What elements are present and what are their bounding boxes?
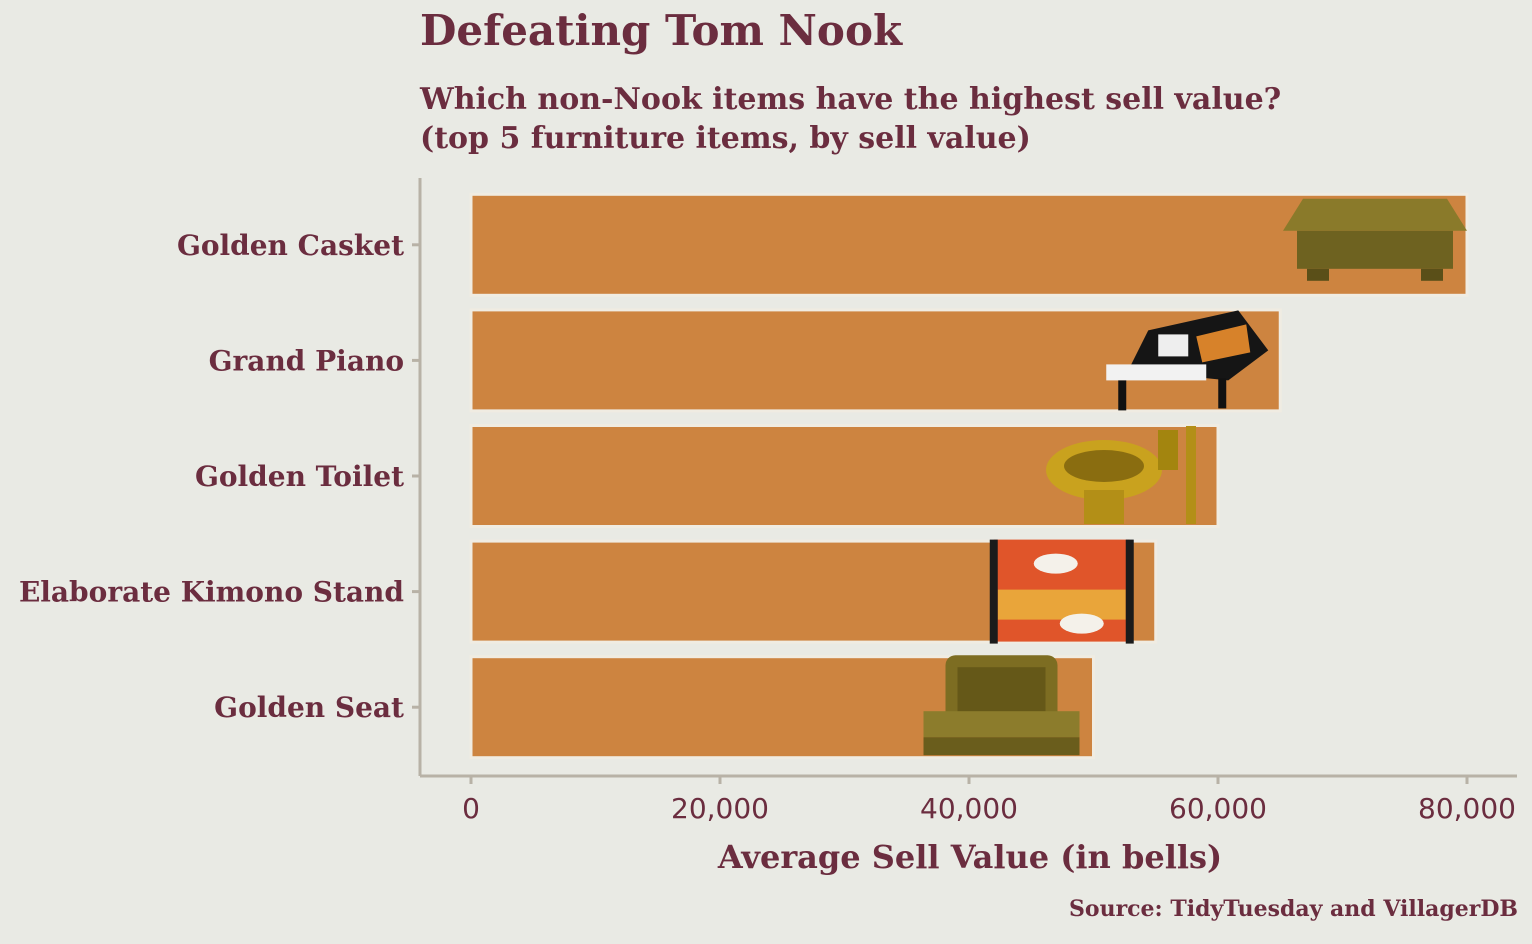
x-tick-label: 60,000 xyxy=(1169,792,1267,825)
golden-seat-icon xyxy=(923,655,1080,756)
y-tick-label: Golden Seat xyxy=(214,691,404,724)
y-tick-label: Golden Casket xyxy=(177,229,404,262)
chart-subtitle: Which non-Nook items have the highest se… xyxy=(420,80,1281,158)
subtitle-line-2: (top 5 furniture items, by sell value) xyxy=(420,121,1031,156)
chart-title: Defeating Tom Nook xyxy=(420,6,903,55)
x-tick-label: 0 xyxy=(462,792,480,825)
kimono-stand-icon xyxy=(989,539,1134,644)
grand-piano-icon xyxy=(1106,310,1269,411)
y-tick-label: Golden Toilet xyxy=(195,460,404,493)
x-tick-label: 40,000 xyxy=(920,792,1018,825)
x-axis-label: Average Sell Value (in bells) xyxy=(717,838,1223,876)
y-tick-label: Grand Piano xyxy=(209,344,404,377)
x-tick-label: 80,000 xyxy=(1418,792,1516,825)
y-tick-label: Elaborate Kimono Stand xyxy=(19,576,404,609)
golden-toilet-icon xyxy=(1046,426,1196,524)
subtitle-line-1: Which non-Nook items have the highest se… xyxy=(420,82,1282,117)
golden-casket-icon xyxy=(1283,198,1467,281)
x-tick-label: 20,000 xyxy=(671,792,769,825)
source-caption: Source: TidyTuesday and VillagerDB xyxy=(1069,896,1518,922)
